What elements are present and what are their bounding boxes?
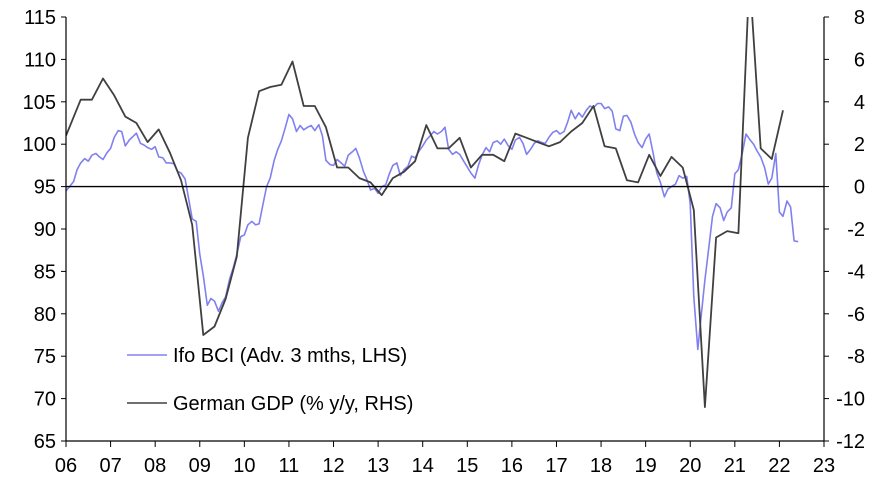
x-tick-label: 13 <box>367 455 389 477</box>
right-tick-label: -12 <box>836 431 865 453</box>
series-line-1 <box>66 17 784 408</box>
x-axis-ticks: 06 07 08 09 10 11 12 13 14 15 16 17 18 19 20 21 22 23 <box>55 441 835 477</box>
right-tick-label: -2 <box>847 219 865 241</box>
right-tick-label: -4 <box>847 261 865 283</box>
right-tick-label: 8 <box>854 7 865 29</box>
legend: Ifo BCI (Adv. 3 mths, LHS) German GDP (%… <box>127 345 413 415</box>
left-tick-label: 90 <box>34 219 56 241</box>
x-tick-label: 15 <box>456 455 478 477</box>
x-tick-label: 12 <box>322 455 344 477</box>
left-tick-label: 75 <box>34 346 56 368</box>
legend-label-ifo: Ifo BCI (Adv. 3 mths, LHS) <box>173 345 407 367</box>
right-tick-label: 6 <box>854 49 865 71</box>
right-axis-ticks: 8 6 4 2 0 -2 -4 -6 -8 -10 -12 <box>824 7 865 453</box>
left-tick-label: 85 <box>34 261 56 283</box>
left-tick-label: 65 <box>34 431 56 453</box>
x-tick-label: 18 <box>590 455 612 477</box>
x-tick-label: 11 <box>279 455 300 477</box>
x-tick-label: 14 <box>412 455 434 477</box>
plot-area <box>66 17 799 408</box>
left-tick-label: 110 <box>24 49 56 71</box>
x-tick-label: 20 <box>679 455 701 477</box>
x-tick-label: 17 <box>545 455 567 477</box>
right-tick-label: -10 <box>836 389 865 411</box>
right-tick-label: -8 <box>847 346 865 368</box>
left-tick-label: 95 <box>34 177 56 199</box>
x-tick-label: 09 <box>189 455 211 477</box>
x-tick-label: 23 <box>813 455 835 477</box>
x-tick-label: 10 <box>233 455 255 477</box>
x-tick-label: 16 <box>501 455 523 477</box>
right-tick-label: 4 <box>854 92 865 114</box>
legend-label-gdp: German GDP (% y/y, RHS) <box>173 393 413 415</box>
left-tick-label: 70 <box>34 389 56 411</box>
left-tick-label: 80 <box>34 304 56 326</box>
left-tick-label: 105 <box>23 92 56 114</box>
left-axis-ticks: 115 110 105 100 95 90 85 80 75 70 65 <box>23 7 66 453</box>
right-tick-label: -6 <box>847 304 865 326</box>
x-tick-label: 08 <box>144 455 166 477</box>
x-tick-label: 21 <box>724 455 746 477</box>
x-tick-label: 07 <box>99 455 121 477</box>
left-tick-label: 115 <box>24 7 56 29</box>
series-line-0 <box>66 102 799 351</box>
left-tick-label: 100 <box>23 134 56 156</box>
x-tick-label: 06 <box>55 455 77 477</box>
right-tick-label: 0 <box>854 177 865 199</box>
x-tick-label: 22 <box>768 455 790 477</box>
right-tick-label: 2 <box>854 134 865 156</box>
x-tick-label: 19 <box>635 455 657 477</box>
